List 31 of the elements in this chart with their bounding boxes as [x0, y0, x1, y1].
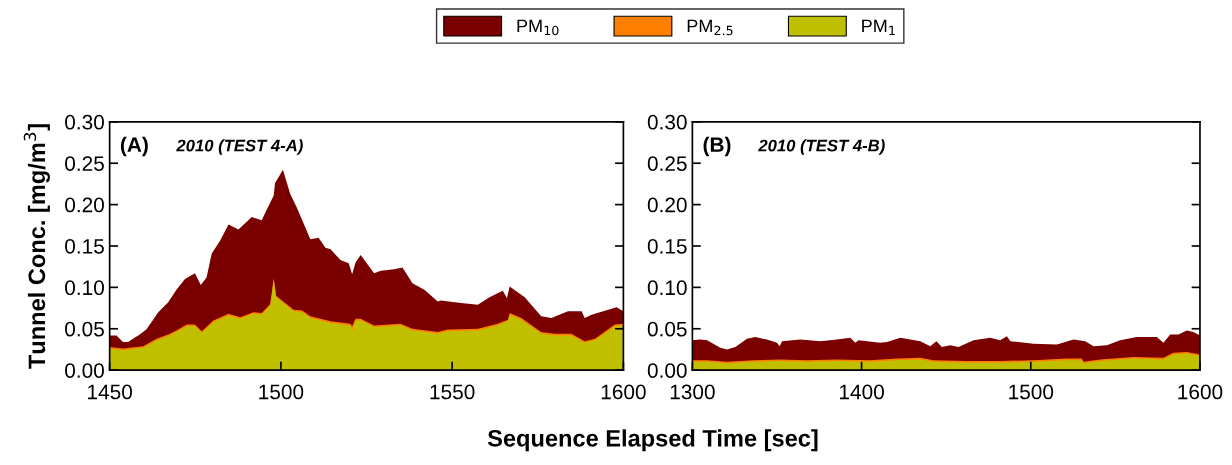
y-tick-label: 0.25: [647, 156, 687, 171]
x-tick-label: 1300: [670, 384, 715, 400]
legend-label: PM$_{10}$: [517, 19, 559, 36]
legend-label: PM$_{2.5}$: [687, 19, 733, 36]
y-tick-label: 0.05: [647, 321, 687, 337]
x-tick-label: 1500: [259, 384, 304, 400]
y-tick-label: 0.30: [65, 114, 104, 130]
y-tick-label: 0.15: [65, 238, 104, 254]
y-tick-label: 0.00: [65, 363, 104, 378]
text: (A): [120, 136, 148, 157]
text: 2010 (TEST 4-B): [758, 139, 885, 155]
y-axis-title: Tunnel Conc. [mg/m$^{3}$]: [23, 124, 50, 369]
y-tick-label: 0.20: [647, 197, 687, 213]
x-tick-label: 1400: [840, 384, 884, 400]
text: 2010 (TEST 4-A): [176, 139, 303, 155]
x-tick-label: 1500: [1009, 384, 1054, 400]
y-tick-label: 0.20: [65, 197, 104, 213]
text: (B): [703, 136, 731, 157]
y-tick-label: 0.05: [65, 321, 104, 337]
y-tick-label: 0.10: [647, 280, 687, 296]
x-tick-label: 1600: [601, 384, 646, 400]
y-tick-label: 0.25: [65, 156, 104, 171]
y-tick-label: 0.00: [647, 363, 687, 378]
x-tick-label: 1450: [88, 384, 133, 400]
y-tick-label: 0.10: [65, 280, 104, 296]
y-tick-label: 0.15: [647, 238, 687, 254]
y-tick-label: 0.30: [647, 114, 687, 130]
x-tick-label: 1550: [430, 384, 475, 400]
x-tick-label: 1600: [1178, 384, 1223, 400]
legend-label: PM$_{1}$: [862, 19, 895, 36]
x-axis-title: Sequence Elapsed Time [sec]: [487, 429, 818, 452]
